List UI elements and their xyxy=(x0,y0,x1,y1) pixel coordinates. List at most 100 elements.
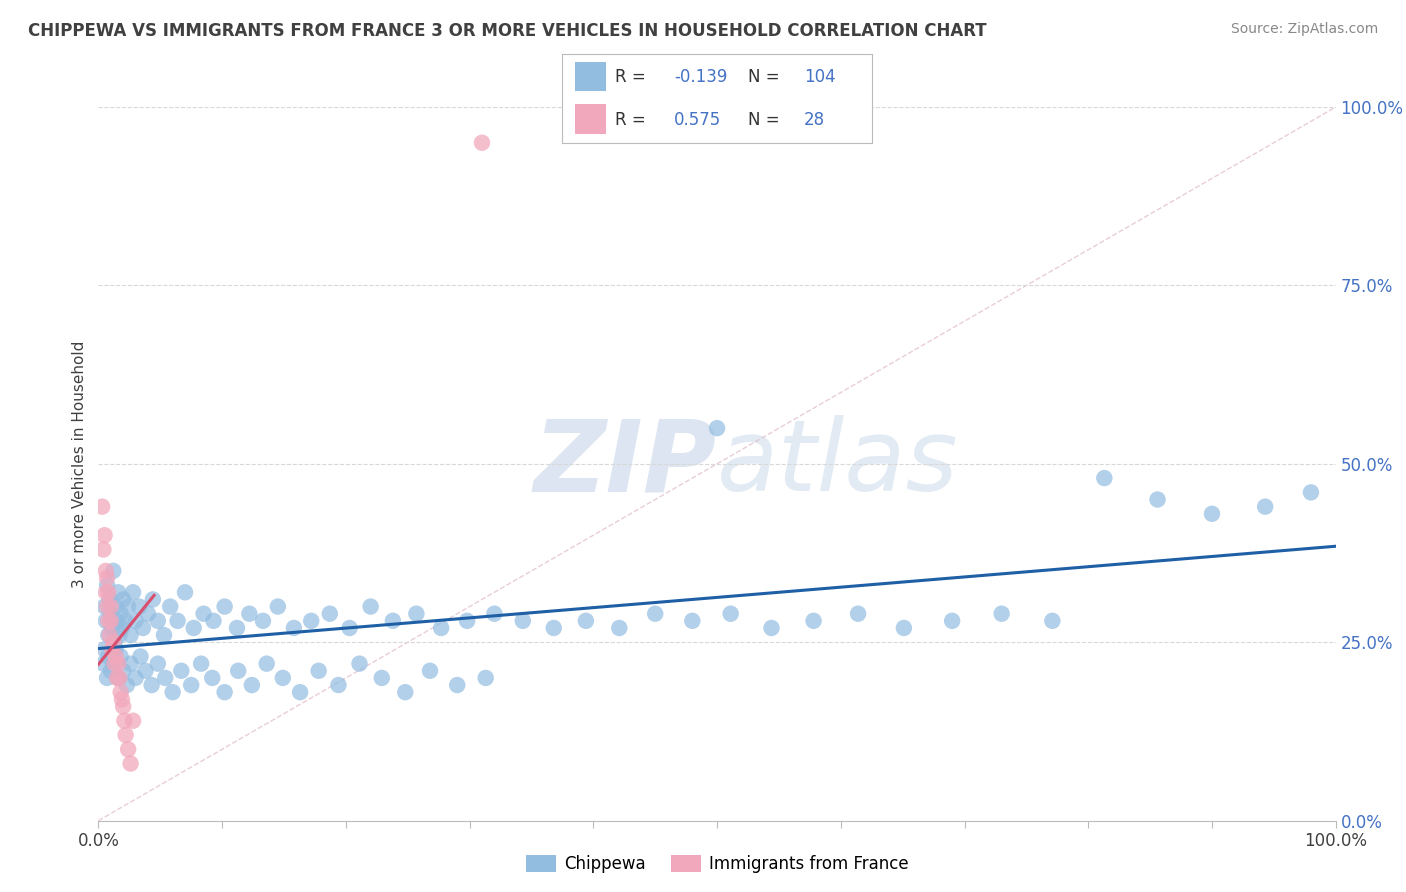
Point xyxy=(430,621,453,635)
Point xyxy=(97,628,120,642)
Text: N =: N = xyxy=(748,68,779,86)
Point xyxy=(153,628,176,642)
Point xyxy=(271,671,294,685)
Point xyxy=(107,585,129,599)
Point xyxy=(108,671,131,685)
Point xyxy=(124,614,146,628)
Point xyxy=(543,621,565,635)
Point xyxy=(190,657,212,671)
Point xyxy=(110,685,132,699)
Point xyxy=(512,614,534,628)
Point xyxy=(96,599,118,614)
Legend: Chippewa, Immigrants from France: Chippewa, Immigrants from France xyxy=(519,848,915,880)
Point xyxy=(299,614,322,628)
Point xyxy=(226,621,249,635)
Point xyxy=(706,421,728,435)
Point xyxy=(100,664,122,678)
Point xyxy=(101,642,124,657)
Text: CHIPPEWA VS IMMIGRANTS FROM FRANCE 3 OR MORE VEHICLES IN HOUSEHOLD CORRELATION C: CHIPPEWA VS IMMIGRANTS FROM FRANCE 3 OR … xyxy=(28,22,987,40)
Point xyxy=(104,642,127,657)
Point xyxy=(105,614,128,628)
Point xyxy=(132,621,155,635)
Point xyxy=(104,649,127,664)
Point xyxy=(941,614,963,628)
Point xyxy=(180,678,202,692)
Point xyxy=(201,671,224,685)
Point xyxy=(100,614,122,628)
Point xyxy=(202,614,225,628)
Point xyxy=(101,621,124,635)
Point xyxy=(193,607,215,621)
Point xyxy=(93,642,115,657)
Point xyxy=(94,564,117,578)
Point xyxy=(98,628,121,642)
Point xyxy=(136,607,159,621)
Text: Source: ZipAtlas.com: Source: ZipAtlas.com xyxy=(1230,22,1378,37)
Text: 0.575: 0.575 xyxy=(673,111,721,128)
Point xyxy=(141,678,163,692)
Point xyxy=(94,585,117,599)
Point xyxy=(97,614,120,628)
Point xyxy=(419,664,441,678)
Point xyxy=(120,657,142,671)
Text: R =: R = xyxy=(614,111,645,128)
Text: R =: R = xyxy=(614,68,645,86)
Point xyxy=(117,599,139,614)
Point xyxy=(122,585,145,599)
Point xyxy=(1040,614,1063,628)
Point xyxy=(112,664,135,678)
Point xyxy=(159,599,181,614)
Point xyxy=(371,671,394,685)
Point xyxy=(107,657,129,671)
Point xyxy=(474,671,496,685)
Point xyxy=(105,671,128,685)
Point xyxy=(100,599,122,614)
Point xyxy=(456,614,478,628)
Point xyxy=(91,500,114,514)
Point xyxy=(110,607,132,621)
Point xyxy=(803,614,825,628)
Point xyxy=(240,678,263,692)
Point xyxy=(288,685,311,699)
Point xyxy=(122,714,145,728)
Point xyxy=(484,607,506,621)
Text: 104: 104 xyxy=(804,68,835,86)
Point xyxy=(1201,507,1223,521)
Point xyxy=(252,614,274,628)
Point xyxy=(226,664,249,678)
Point xyxy=(115,678,138,692)
Point xyxy=(394,685,416,699)
Point xyxy=(103,564,125,578)
Point xyxy=(183,621,205,635)
Point xyxy=(120,628,142,642)
Point xyxy=(214,685,236,699)
Point xyxy=(1092,471,1115,485)
Point xyxy=(446,678,468,692)
Point xyxy=(110,649,132,664)
Point xyxy=(405,607,427,621)
Point xyxy=(111,692,134,706)
Point xyxy=(114,728,136,742)
Point xyxy=(146,657,169,671)
Point xyxy=(112,592,135,607)
Point xyxy=(339,621,361,635)
Point xyxy=(1146,492,1168,507)
Point xyxy=(319,607,342,621)
FancyBboxPatch shape xyxy=(575,62,606,91)
Point xyxy=(103,657,125,671)
Point xyxy=(107,671,129,685)
Point xyxy=(129,649,152,664)
Point xyxy=(644,607,666,621)
Point xyxy=(283,621,305,635)
Point xyxy=(256,657,278,671)
Point xyxy=(155,671,177,685)
Point xyxy=(103,657,125,671)
Point xyxy=(96,578,118,592)
Point xyxy=(607,621,630,635)
Point xyxy=(120,756,142,771)
Point xyxy=(681,614,703,628)
Point xyxy=(170,664,193,678)
Point xyxy=(720,607,742,621)
Point xyxy=(93,528,115,542)
Point xyxy=(98,592,121,607)
